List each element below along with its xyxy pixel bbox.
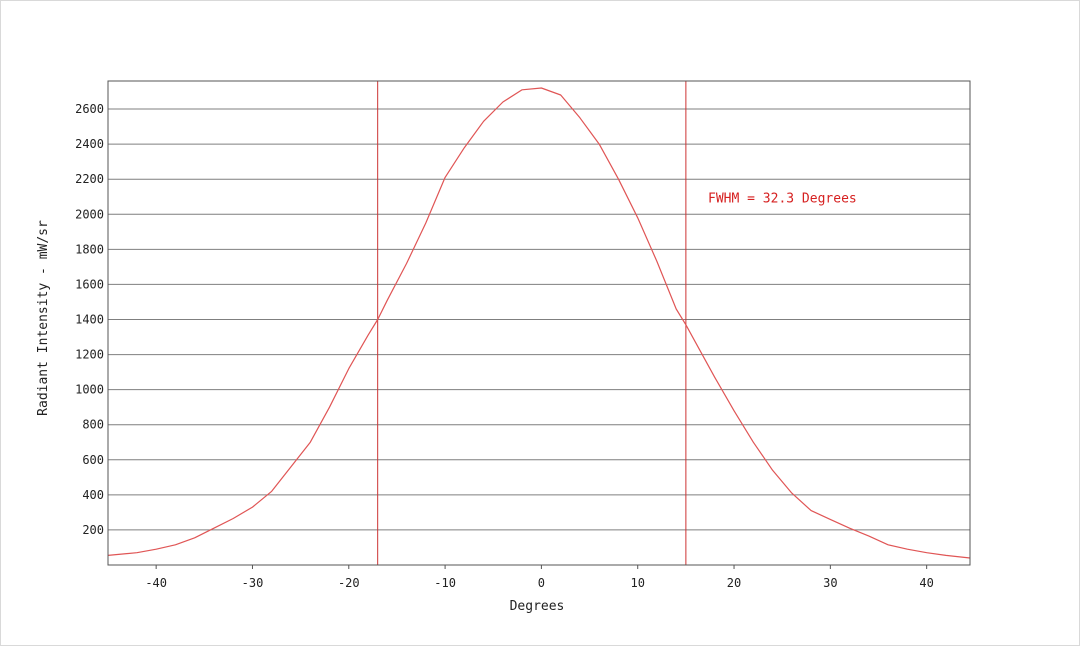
x-axis-title: Degrees — [510, 599, 565, 614]
plot-area — [108, 81, 970, 565]
x-tick-label: -20 — [338, 576, 360, 590]
x-tick-labels: -40 -30 -20 -10 0 10 20 30 40 — [145, 565, 934, 590]
x-tick-label: 0 — [538, 576, 545, 590]
x-tick-label: -30 — [242, 576, 264, 590]
y-tick-label: 400 — [82, 488, 104, 502]
y-tick-label: 1000 — [75, 383, 104, 397]
x-tick-label: 20 — [727, 576, 741, 590]
y-tick-label: 1600 — [75, 277, 104, 291]
y-tick-label: 2400 — [75, 137, 104, 151]
y-tick-label: 2000 — [75, 207, 104, 221]
intensity-curve — [107, 87, 971, 559]
x-tick-label: 30 — [823, 576, 837, 590]
x-tick-label: 10 — [630, 576, 644, 590]
y-tick-label: 2600 — [75, 102, 104, 116]
grid-lines — [108, 108, 970, 531]
x-tick-label: -10 — [434, 576, 456, 590]
y-tick-label: 1200 — [75, 348, 104, 362]
y-tick-label: 600 — [82, 453, 104, 467]
y-tick-label: 2200 — [75, 172, 104, 186]
y-axis-title: Radiant Intensity - mW/sr — [36, 220, 51, 416]
y-tick-label: 200 — [82, 523, 104, 537]
x-tick-label: -40 — [145, 576, 167, 590]
y-tick-label: 1800 — [75, 242, 104, 256]
curve-layer — [107, 87, 971, 559]
x-tick-label: 40 — [919, 576, 933, 590]
fwhm-annotation: FWHM = 32.3 Degrees — [708, 191, 857, 206]
y-tick-labels: 200 400 600 800 1000 1200 1400 1600 1800 2000 2200… — [75, 102, 104, 537]
plot-border — [107, 80, 971, 566]
fwhm-markers — [377, 81, 687, 565]
y-tick-label: 800 — [82, 418, 104, 432]
y-tick-label: 1400 — [75, 312, 104, 326]
